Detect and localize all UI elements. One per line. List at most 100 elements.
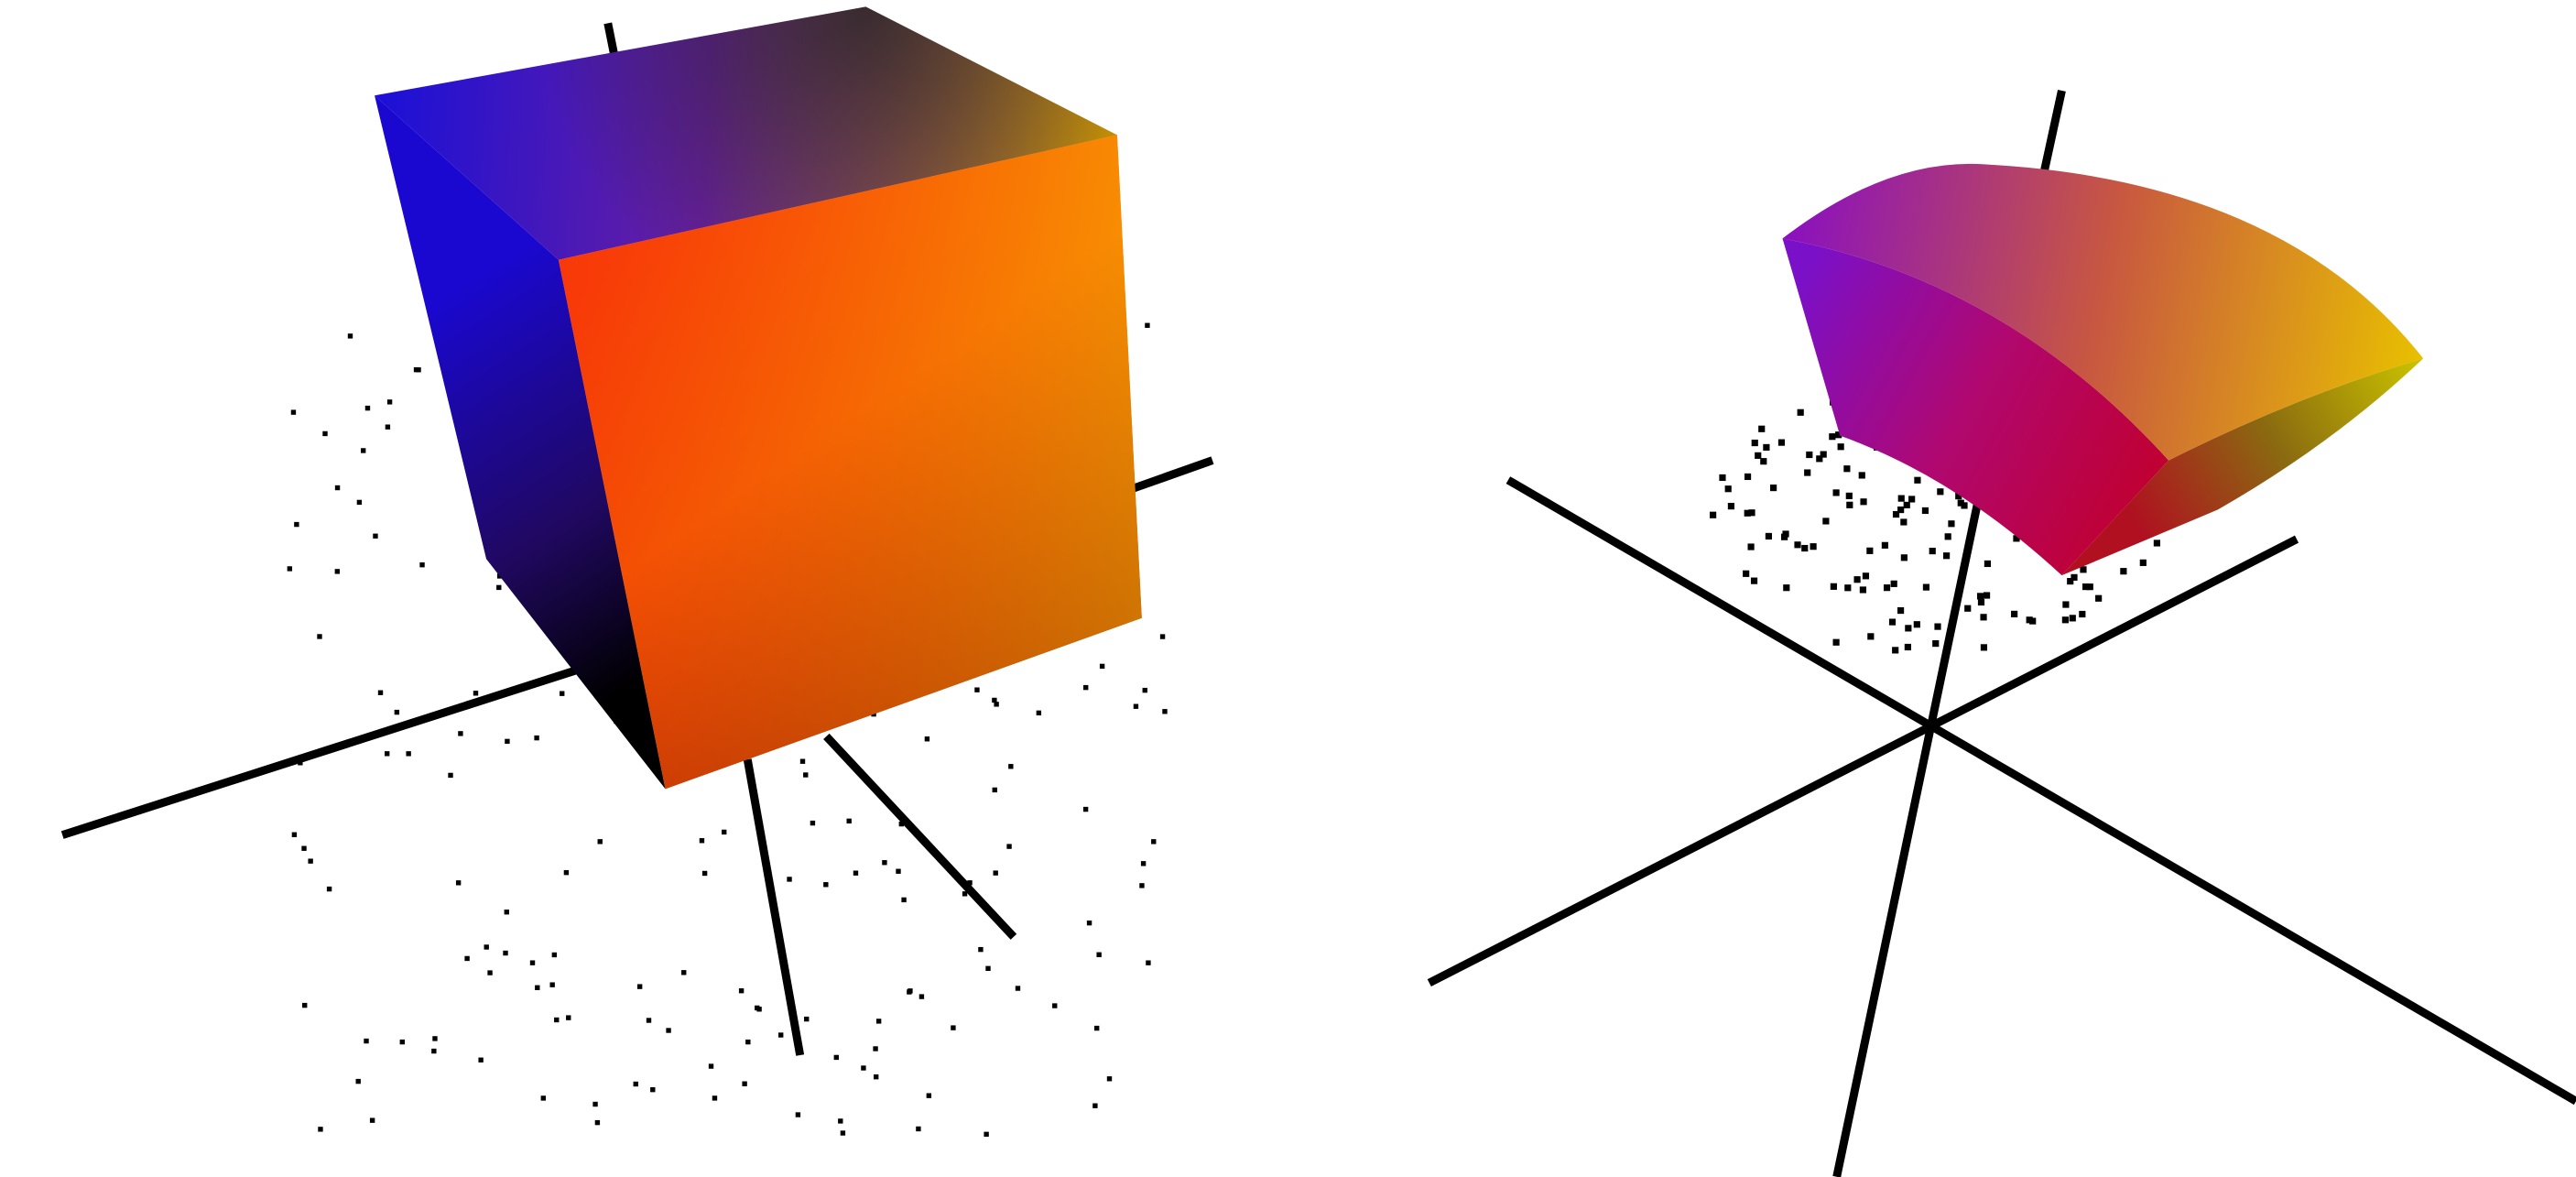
point <box>1934 623 1941 630</box>
point <box>308 858 313 864</box>
point <box>1801 544 1809 552</box>
point <box>846 818 852 824</box>
axis-line <box>60 666 577 839</box>
point <box>1106 1076 1113 1082</box>
point <box>1083 684 1089 691</box>
point <box>432 1036 438 1041</box>
point <box>823 882 829 888</box>
point <box>1944 533 1951 540</box>
point <box>636 984 643 989</box>
point <box>810 820 816 826</box>
point <box>473 691 479 696</box>
point <box>2086 583 2093 591</box>
point <box>633 1081 638 1087</box>
point <box>1903 501 1910 508</box>
point <box>901 897 907 903</box>
point <box>1780 533 1788 540</box>
point <box>1955 493 1962 500</box>
point <box>1908 496 1916 503</box>
point <box>924 736 930 742</box>
point <box>967 880 973 886</box>
point <box>1984 560 1992 568</box>
point <box>2153 539 2160 547</box>
point <box>1977 598 1985 606</box>
point <box>1853 576 1861 583</box>
point <box>861 1065 866 1071</box>
point <box>1096 952 1102 957</box>
point <box>666 1028 671 1033</box>
point <box>994 702 999 707</box>
cube-face-shade <box>375 6 1117 260</box>
point <box>406 751 411 757</box>
point <box>1008 764 1014 769</box>
point <box>1897 606 1905 615</box>
point <box>853 870 859 876</box>
point <box>399 1039 405 1045</box>
point <box>1983 592 1991 599</box>
point <box>448 772 453 779</box>
point <box>992 697 997 703</box>
point <box>1890 580 1897 587</box>
point <box>566 1015 571 1020</box>
point <box>898 821 905 827</box>
point <box>385 751 390 757</box>
point <box>1837 443 1844 451</box>
point <box>908 988 913 994</box>
point <box>302 1002 308 1008</box>
point <box>2080 566 2087 573</box>
point <box>1897 495 1905 502</box>
point <box>504 910 509 915</box>
point <box>1783 584 1790 592</box>
point <box>1860 498 1867 506</box>
rgb-cube <box>375 6 1142 790</box>
point <box>301 845 307 851</box>
point <box>1751 439 1758 447</box>
point <box>951 1025 956 1030</box>
cube-face <box>375 95 666 790</box>
point <box>701 870 708 877</box>
point <box>896 868 901 874</box>
point <box>431 1048 437 1054</box>
point <box>1139 883 1145 888</box>
point <box>962 891 968 897</box>
point <box>875 1019 882 1024</box>
point <box>1943 552 1951 560</box>
point <box>549 982 555 987</box>
point <box>592 1101 598 1107</box>
color-solid <box>1782 163 2424 576</box>
point <box>1845 492 1853 499</box>
point <box>503 950 508 956</box>
point <box>1829 433 1836 441</box>
point <box>2011 610 2018 617</box>
point <box>1748 509 1755 517</box>
point <box>2139 559 2147 566</box>
point <box>2120 568 2127 575</box>
point <box>1822 518 1830 525</box>
point <box>873 1046 878 1052</box>
point <box>355 1078 361 1084</box>
point <box>1913 621 1920 628</box>
point <box>554 1017 560 1023</box>
point <box>1914 476 1921 484</box>
point <box>756 1007 762 1012</box>
point <box>1036 710 1042 716</box>
point <box>377 690 384 695</box>
point <box>496 584 502 591</box>
point <box>1862 572 1870 580</box>
point <box>1755 452 1762 459</box>
point <box>1881 541 1888 549</box>
point <box>1964 605 1972 612</box>
point <box>318 1127 323 1132</box>
point <box>985 965 991 972</box>
point <box>1892 647 1899 654</box>
point <box>322 430 328 437</box>
axis-line <box>1132 456 1214 493</box>
point <box>1932 639 1940 648</box>
point <box>803 772 809 778</box>
point <box>918 994 925 999</box>
point <box>458 731 463 736</box>
point <box>1866 547 1874 554</box>
point <box>1082 806 1089 812</box>
point <box>1743 570 1750 577</box>
